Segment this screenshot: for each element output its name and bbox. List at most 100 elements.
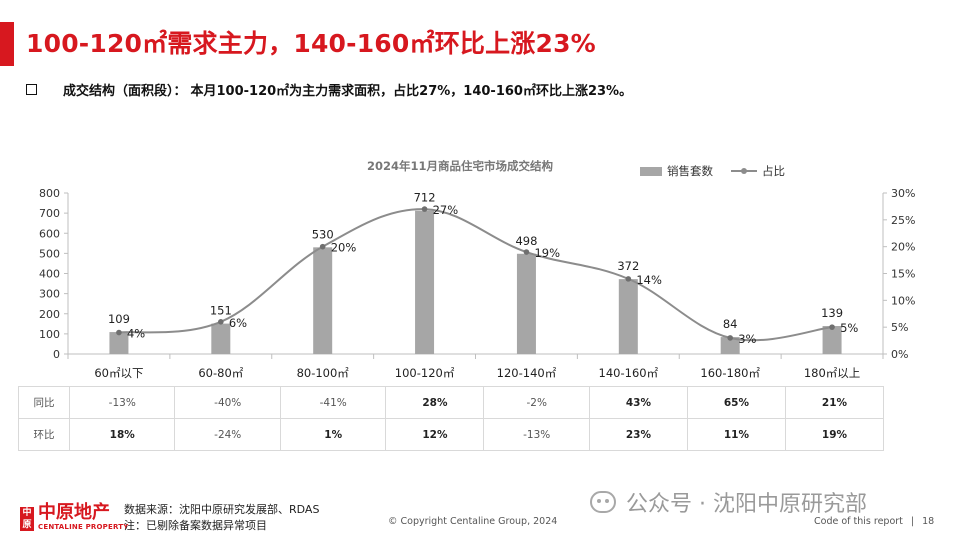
right-tick-label: 10%: [891, 294, 915, 307]
bar-value-label: 372: [617, 259, 639, 273]
right-tick-label: 15%: [891, 268, 915, 281]
left-tick-label: 700: [39, 207, 60, 220]
right-tick-label: 20%: [891, 241, 915, 254]
legend-bar-swatch: [640, 166, 662, 176]
table-cell: 18%: [68, 418, 176, 451]
share-line: [118, 208, 833, 342]
share-value-label: 4%: [127, 327, 145, 341]
x-tick-label: 140-160㎡: [599, 366, 659, 380]
share-point: [523, 249, 530, 255]
right-tick-label: 30%: [891, 187, 915, 200]
bar-value-label: 139: [821, 306, 843, 320]
table-cell: 12%: [385, 418, 485, 451]
share-point: [727, 335, 733, 341]
table-row: 环比 18% -24% 1% 12% -13% 23% 11% 19%: [18, 418, 885, 451]
summary-bullet: 成交结构（面积段）： 本月100-120㎡为主力需求面积，占比27%，140-1…: [26, 80, 632, 99]
bar: [109, 332, 129, 354]
logo-english: CENTALINE PROPERTY: [38, 523, 129, 531]
bar: [415, 210, 435, 354]
share-point: [218, 319, 224, 325]
table-cell: -13%: [483, 418, 590, 451]
share-value-label: 5%: [840, 321, 858, 335]
table-cell: 1%: [279, 418, 387, 451]
bar: [211, 323, 231, 354]
x-tick-label: 160-180㎡: [700, 366, 760, 380]
square-bullet-icon: [26, 84, 37, 95]
table-cell: -41%: [279, 386, 387, 419]
share-value-label: 27%: [433, 203, 459, 217]
share-point: [319, 243, 326, 250]
share-point: [421, 206, 428, 212]
left-tick-label: 200: [39, 308, 60, 321]
summary-label: 成交结构（面积段）：: [63, 84, 187, 99]
left-tick-label: 800: [39, 187, 60, 200]
table-row-header: 同比: [18, 386, 70, 419]
bar: [618, 279, 638, 354]
left-tick-label: 100: [39, 328, 60, 341]
note-line: 注：已剔除备案数据异常项目: [124, 519, 267, 532]
share-point: [116, 329, 122, 336]
x-tick-label: 60㎡以下: [94, 366, 143, 380]
table-row-header: 环比: [18, 418, 70, 451]
page-number: 18: [922, 516, 935, 527]
x-tick-label: 180㎡以上: [804, 366, 860, 380]
x-tick-label: 60-80㎡: [198, 366, 243, 380]
logo-chinese: 中原地产: [38, 502, 110, 523]
right-tick-label: 25%: [891, 214, 915, 227]
x-tick-label: 80-100㎡: [297, 366, 350, 380]
table-cell: 23%: [588, 418, 688, 451]
bar: [313, 247, 333, 354]
bar: [822, 326, 842, 354]
combo-chart: 0 100 200 300 400 500 600 700 800 0% 5% 10% 15% 20% 25…: [39, 187, 915, 380]
bar-value-label: 712: [414, 191, 436, 205]
copyright: © Copyright Centaline Group, 2024: [388, 516, 558, 527]
page-title: 100-120㎡需求主力，140-160㎡环比上涨23%: [26, 29, 596, 58]
watermark-text: 公众号 · 沈阳中原研究部: [626, 492, 867, 517]
legend-bar-label: 销售套数: [667, 164, 713, 178]
left-tick-label: 600: [39, 227, 60, 240]
share-value-label: 6%: [229, 316, 247, 330]
summary-text: 本月100-120㎡为主力需求面积，占比27%，140-160㎡环比上涨23%。: [190, 84, 633, 99]
table-cell: 19%: [784, 418, 885, 451]
share-value-label: 3%: [738, 332, 756, 346]
comparison-table: 同比 -13% -40% -41% 28% -2% 43% 65% 21% 环比 18% -24% 1%…: [18, 386, 885, 451]
wechat-watermark: 公众号 · 沈阳中原研究部: [590, 486, 867, 518]
data-source-note: 数据来源：沈阳中原研究发展部、RDAS 注：已剔除备案数据异常项目: [124, 502, 319, 534]
chart-title: 2024年11月商品住宅市场成交结构: [366, 159, 553, 173]
share-value-label: 14%: [636, 273, 662, 287]
page-info: Code of this report | 18: [814, 516, 935, 527]
table-cell: -40%: [174, 386, 281, 419]
legend-line-label: 占比: [762, 164, 785, 178]
table-cell: -24%: [174, 418, 281, 451]
wechat-icon: [590, 491, 616, 513]
share-value-label: 19%: [534, 246, 560, 260]
bar: [720, 337, 740, 354]
share-point: [625, 276, 632, 282]
legend-line-swatch: [731, 168, 757, 174]
left-tick-label: 300: [39, 288, 60, 301]
bar-value-label: 498: [515, 234, 537, 248]
table-cell: 21%: [784, 386, 885, 419]
company-logo: 中原 中原地产 CENTALINE PROPERTY: [20, 503, 128, 531]
title-accent-bar: [0, 22, 14, 66]
right-tick-label: 5%: [891, 321, 908, 334]
table-cell: 28%: [385, 386, 485, 419]
left-tick-label: 0: [53, 348, 60, 361]
table-cell: 43%: [588, 386, 688, 419]
bar-value-label: 530: [312, 227, 334, 241]
bar-value-label: 151: [210, 304, 232, 318]
logo-mark: 中原: [20, 507, 34, 531]
chart-legend: 销售套数 占比: [640, 163, 785, 179]
table-cell: -2%: [483, 386, 590, 419]
left-tick-label: 400: [39, 268, 60, 281]
table-row: 同比 -13% -40% -41% 28% -2% 43% 65% 21%: [18, 386, 885, 419]
report-code-label: Code of this report: [814, 516, 903, 527]
bar-value-label: 109: [108, 312, 130, 326]
right-tick-label: 0%: [891, 348, 908, 361]
share-point: [829, 324, 835, 330]
x-tick-label: 120-140㎡: [497, 366, 557, 380]
bar: [516, 253, 536, 354]
table-cell: -13%: [68, 386, 176, 419]
table-cell: 65%: [686, 386, 786, 419]
table-cell: 11%: [686, 418, 786, 451]
